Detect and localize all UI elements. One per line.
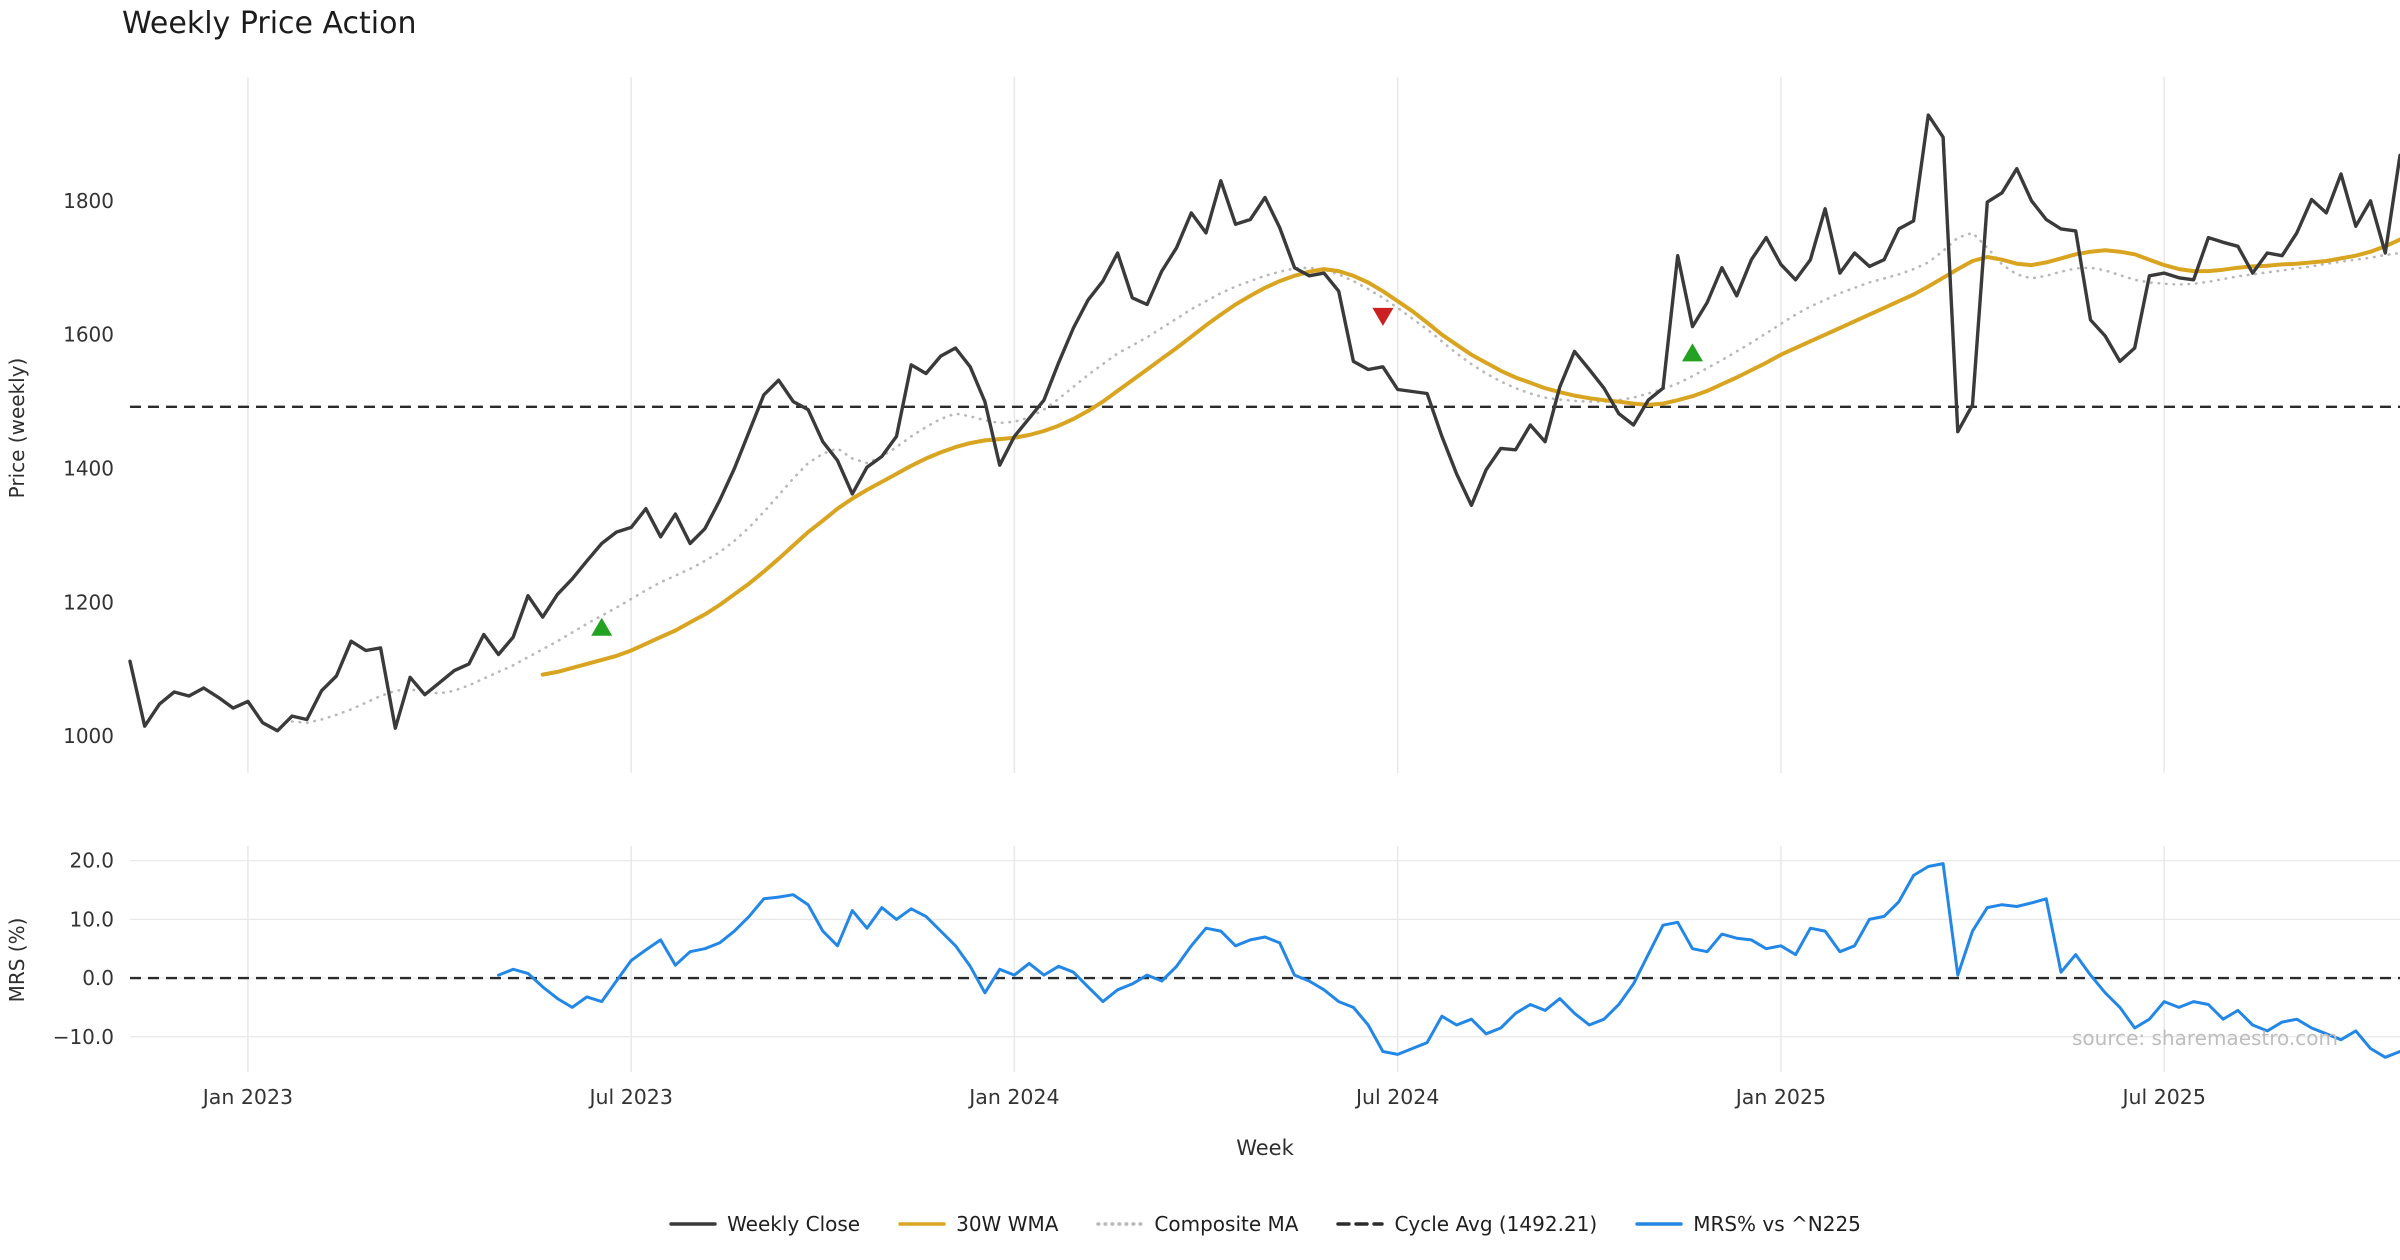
legend-swatch-composite-ma (1096, 1222, 1145, 1226)
buy-signal-marker (591, 617, 613, 636)
legend-swatch-cycle-avg-1492-21 (1336, 1222, 1385, 1226)
legend-swatch-weekly-close (669, 1222, 717, 1226)
legend-item-30w-wma: 30W WMA (898, 1212, 1058, 1236)
x-tick-label: Jul 2023 (587, 1085, 672, 1109)
legend-label: Weekly Close (727, 1212, 861, 1236)
legend-label: Composite MA (1154, 1212, 1299, 1236)
y-tick-label: 1400 (63, 457, 114, 481)
legend-item-composite-ma: Composite MA (1096, 1212, 1298, 1236)
y-tick-label: 20.0 (69, 849, 114, 873)
y-tick-label: 0.0 (82, 966, 114, 990)
x-tick-label: Jul 2025 (2120, 1085, 2205, 1109)
legend-label: Cycle Avg (1492.21) (1394, 1212, 1598, 1236)
y-tick-label: 1200 (63, 590, 114, 614)
legend-item-weekly-close: Weekly Close (669, 1212, 860, 1236)
legend-swatch-mrs-vs-n225 (1635, 1222, 1683, 1226)
legend-item-mrs-vs-n225: MRS% vs ^N225 (1635, 1212, 1861, 1236)
y-tick-label: 1000 (63, 724, 114, 748)
chart-title: Weekly Price Action (122, 6, 417, 41)
y-tick-label: 1600 (63, 323, 114, 347)
legend-item-cycle-avg-1492-21: Cycle Avg (1492.21) (1336, 1212, 1597, 1236)
y-tick-label: 1800 (63, 189, 114, 213)
sell-signal-marker (1372, 307, 1394, 326)
x-tick-label: Jan 2024 (967, 1085, 1059, 1109)
watermark-text: source: sharemaestro.com (2072, 1026, 2338, 1050)
chart-legend: Weekly Close 30W WMA Composite MA Cycle Avg… (130, 1212, 2400, 1236)
composite-ma-line (290, 231, 2400, 725)
buy-signal-marker (1681, 343, 1703, 362)
x-tick-label: Jan 2025 (1734, 1085, 1826, 1109)
price-axis-label: Price (weekly) (5, 357, 29, 499)
weekly-close-line (128, 113, 2400, 733)
x-tick-label: Jul 2024 (1354, 1085, 1439, 1109)
x-tick-label: Jan 2023 (201, 1085, 293, 1109)
legend-label: MRS% vs ^N225 (1693, 1212, 1861, 1236)
wma-line (540, 237, 2400, 677)
mrs-line (497, 862, 2400, 1059)
legend-swatch-30w-wma (898, 1222, 946, 1226)
y-tick-label: −10.0 (53, 1025, 114, 1049)
mrs-axis-label: MRS (%) (5, 917, 29, 1003)
legend-label: 30W WMA (956, 1212, 1059, 1236)
y-tick-label: 10.0 (69, 907, 114, 931)
x-axis-label: Week (1236, 1136, 1294, 1160)
